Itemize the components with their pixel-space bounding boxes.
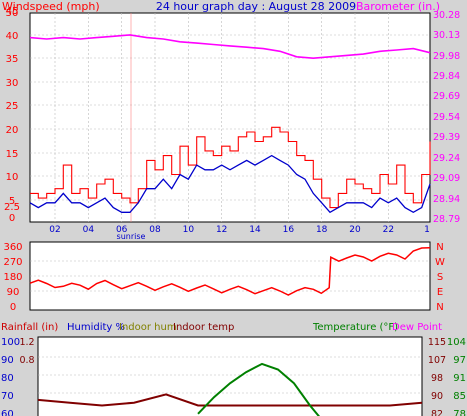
barometer-tick-label: 29.39	[433, 132, 460, 143]
wind-tick-label: 45	[6, 6, 19, 17]
temperature-label: Temperature (°F)	[312, 322, 398, 333]
direction-marks	[29, 246, 431, 296]
dewpoint-tick-label: 90	[431, 391, 443, 402]
barometer-tick-label: 29.09	[433, 173, 460, 184]
indoor-temp-label: Indoor temp	[173, 322, 234, 333]
temperature-tick-label: 78	[453, 409, 466, 416]
barometer-line	[29, 34, 431, 60]
direction-degree-tick: 90	[7, 287, 20, 298]
hour-tick-label: 22	[383, 225, 394, 235]
hour-tick-label: 12	[216, 225, 227, 235]
barometer-tick-label: 29.84	[433, 71, 460, 82]
direction-compass-tick: N	[436, 242, 443, 253]
humidity-tick-label: 80	[1, 373, 14, 384]
barometer-tick-label: 29.69	[433, 91, 460, 102]
graph-title: 24 hour graph day : August 28 2009	[156, 0, 356, 13]
dewpoint-tick-label: 107	[428, 355, 446, 366]
direction-degree-tick: 0	[10, 302, 16, 313]
wind-gust-line	[30, 126, 431, 209]
direction-grid	[30, 260, 430, 292]
wind-tick-label: 30	[6, 78, 19, 89]
humidity-tick-label: 100	[1, 337, 20, 348]
hour-tick-label: 14	[249, 225, 261, 235]
direction-compass-tick: N	[436, 302, 443, 313]
hour-tick-label: 18	[316, 225, 328, 235]
wind-plot-area	[29, 12, 431, 223]
wind-tick-label: 2.5	[4, 202, 20, 213]
sunrise-label: sunrise	[117, 232, 146, 241]
barometer-tick-label: 30.13	[433, 30, 460, 41]
temperature-tick-label: 97	[453, 355, 466, 366]
barometer-tick-label: 29.24	[433, 153, 460, 164]
wind-tick-label: 40	[6, 31, 19, 42]
wind-tick-label: 35	[6, 54, 19, 65]
direction-compass-tick: S	[437, 272, 443, 283]
windspeed-label: Windspeed (mph)	[2, 0, 100, 13]
temperature-marks	[37, 362, 423, 416]
hour-tick-label: 02	[49, 225, 60, 235]
wind-tick-label: 20	[6, 125, 19, 136]
indoor-temp-line	[37, 393, 423, 407]
direction-degree-tick: 270	[3, 257, 22, 268]
direction-degree-tick: 360	[3, 242, 22, 253]
barometer-tick-label: 29.98	[433, 51, 460, 62]
direction-compass-tick: E	[437, 287, 443, 298]
hour-tick-label: 16	[283, 225, 295, 235]
direction-degree-tick: 180	[3, 272, 22, 283]
wind-direction-line	[29, 246, 431, 296]
temperature-tick-label: 104	[447, 337, 466, 348]
wind-average-line	[29, 154, 431, 214]
rainfall-tick-label: 1.2	[19, 337, 34, 348]
temperature-tick-label: 85	[453, 391, 466, 402]
temperature-plot-area	[37, 336, 423, 416]
barometer-tick-label: 28.94	[433, 194, 460, 205]
wind-tick-label: 25	[6, 101, 19, 112]
humidity-tick-label: 70	[1, 391, 14, 402]
hour-tick-label: 08	[149, 225, 161, 235]
temperature-line	[197, 362, 321, 416]
wind-tick-label: 15	[6, 149, 19, 160]
wind-tick-label: 10	[6, 172, 19, 183]
barometer-label: Barometer (in.)	[356, 0, 440, 13]
wind-grid	[30, 13, 430, 222]
hour-tick-label: 20	[349, 225, 361, 235]
hour-tick-label: 04	[83, 225, 95, 235]
dewpoint-tick-label: 98	[431, 373, 443, 384]
humidity-tick-label: 60	[1, 409, 14, 416]
rainfall-tick-label: 0.8	[19, 355, 34, 366]
temperature-grid	[38, 356, 422, 394]
hour-tick-label: 10	[183, 225, 195, 235]
wind-tick-label: 5	[9, 196, 15, 207]
wind-tick-label: 0	[9, 213, 15, 224]
hour-tick-label: 06	[116, 225, 128, 235]
indoor-hum-label: Indoor hum	[119, 322, 177, 333]
wind-tick-label: 50	[6, 8, 19, 19]
temperature-tick-label: 91	[453, 373, 466, 384]
rainfall-label: Rainfall (in)	[1, 322, 58, 333]
dewpoint-tick-label: 115	[428, 337, 446, 348]
humidity-tick-label: 90	[1, 355, 14, 366]
barometer-tick-label: 29.54	[433, 112, 460, 123]
barometer-tick-label: 28.79	[433, 214, 460, 225]
temperature-axis-labels: 1.2 0.8 100 90 80 70 60 115 107 98 90 82 104 97 91 85 78	[1, 337, 466, 416]
dewpoint-tick-label: 82	[431, 409, 443, 416]
wind-marks	[29, 34, 431, 214]
humidity-label: Humidity %	[67, 322, 125, 333]
dew-point-label: Dew Point	[392, 322, 442, 333]
direction-compass-tick: W	[435, 257, 445, 268]
hour-tick-label: 1	[424, 225, 430, 235]
barometer-tick-label: 30.28	[433, 10, 460, 21]
